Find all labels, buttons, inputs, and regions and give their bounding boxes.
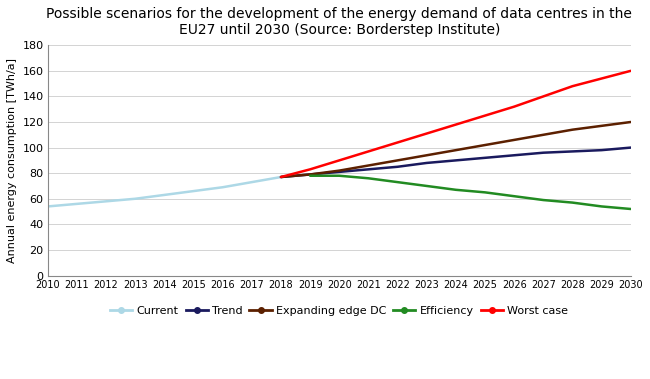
Legend: Current, Trend, Expanding edge DC, Efficiency, Worst case: Current, Trend, Expanding edge DC, Effic… bbox=[106, 302, 573, 321]
Y-axis label: Annual energy consumption [TWh/a]: Annual energy consumption [TWh/a] bbox=[7, 58, 17, 263]
Title: Possible scenarios for the development of the energy demand of data centres in t: Possible scenarios for the development o… bbox=[46, 7, 632, 37]
